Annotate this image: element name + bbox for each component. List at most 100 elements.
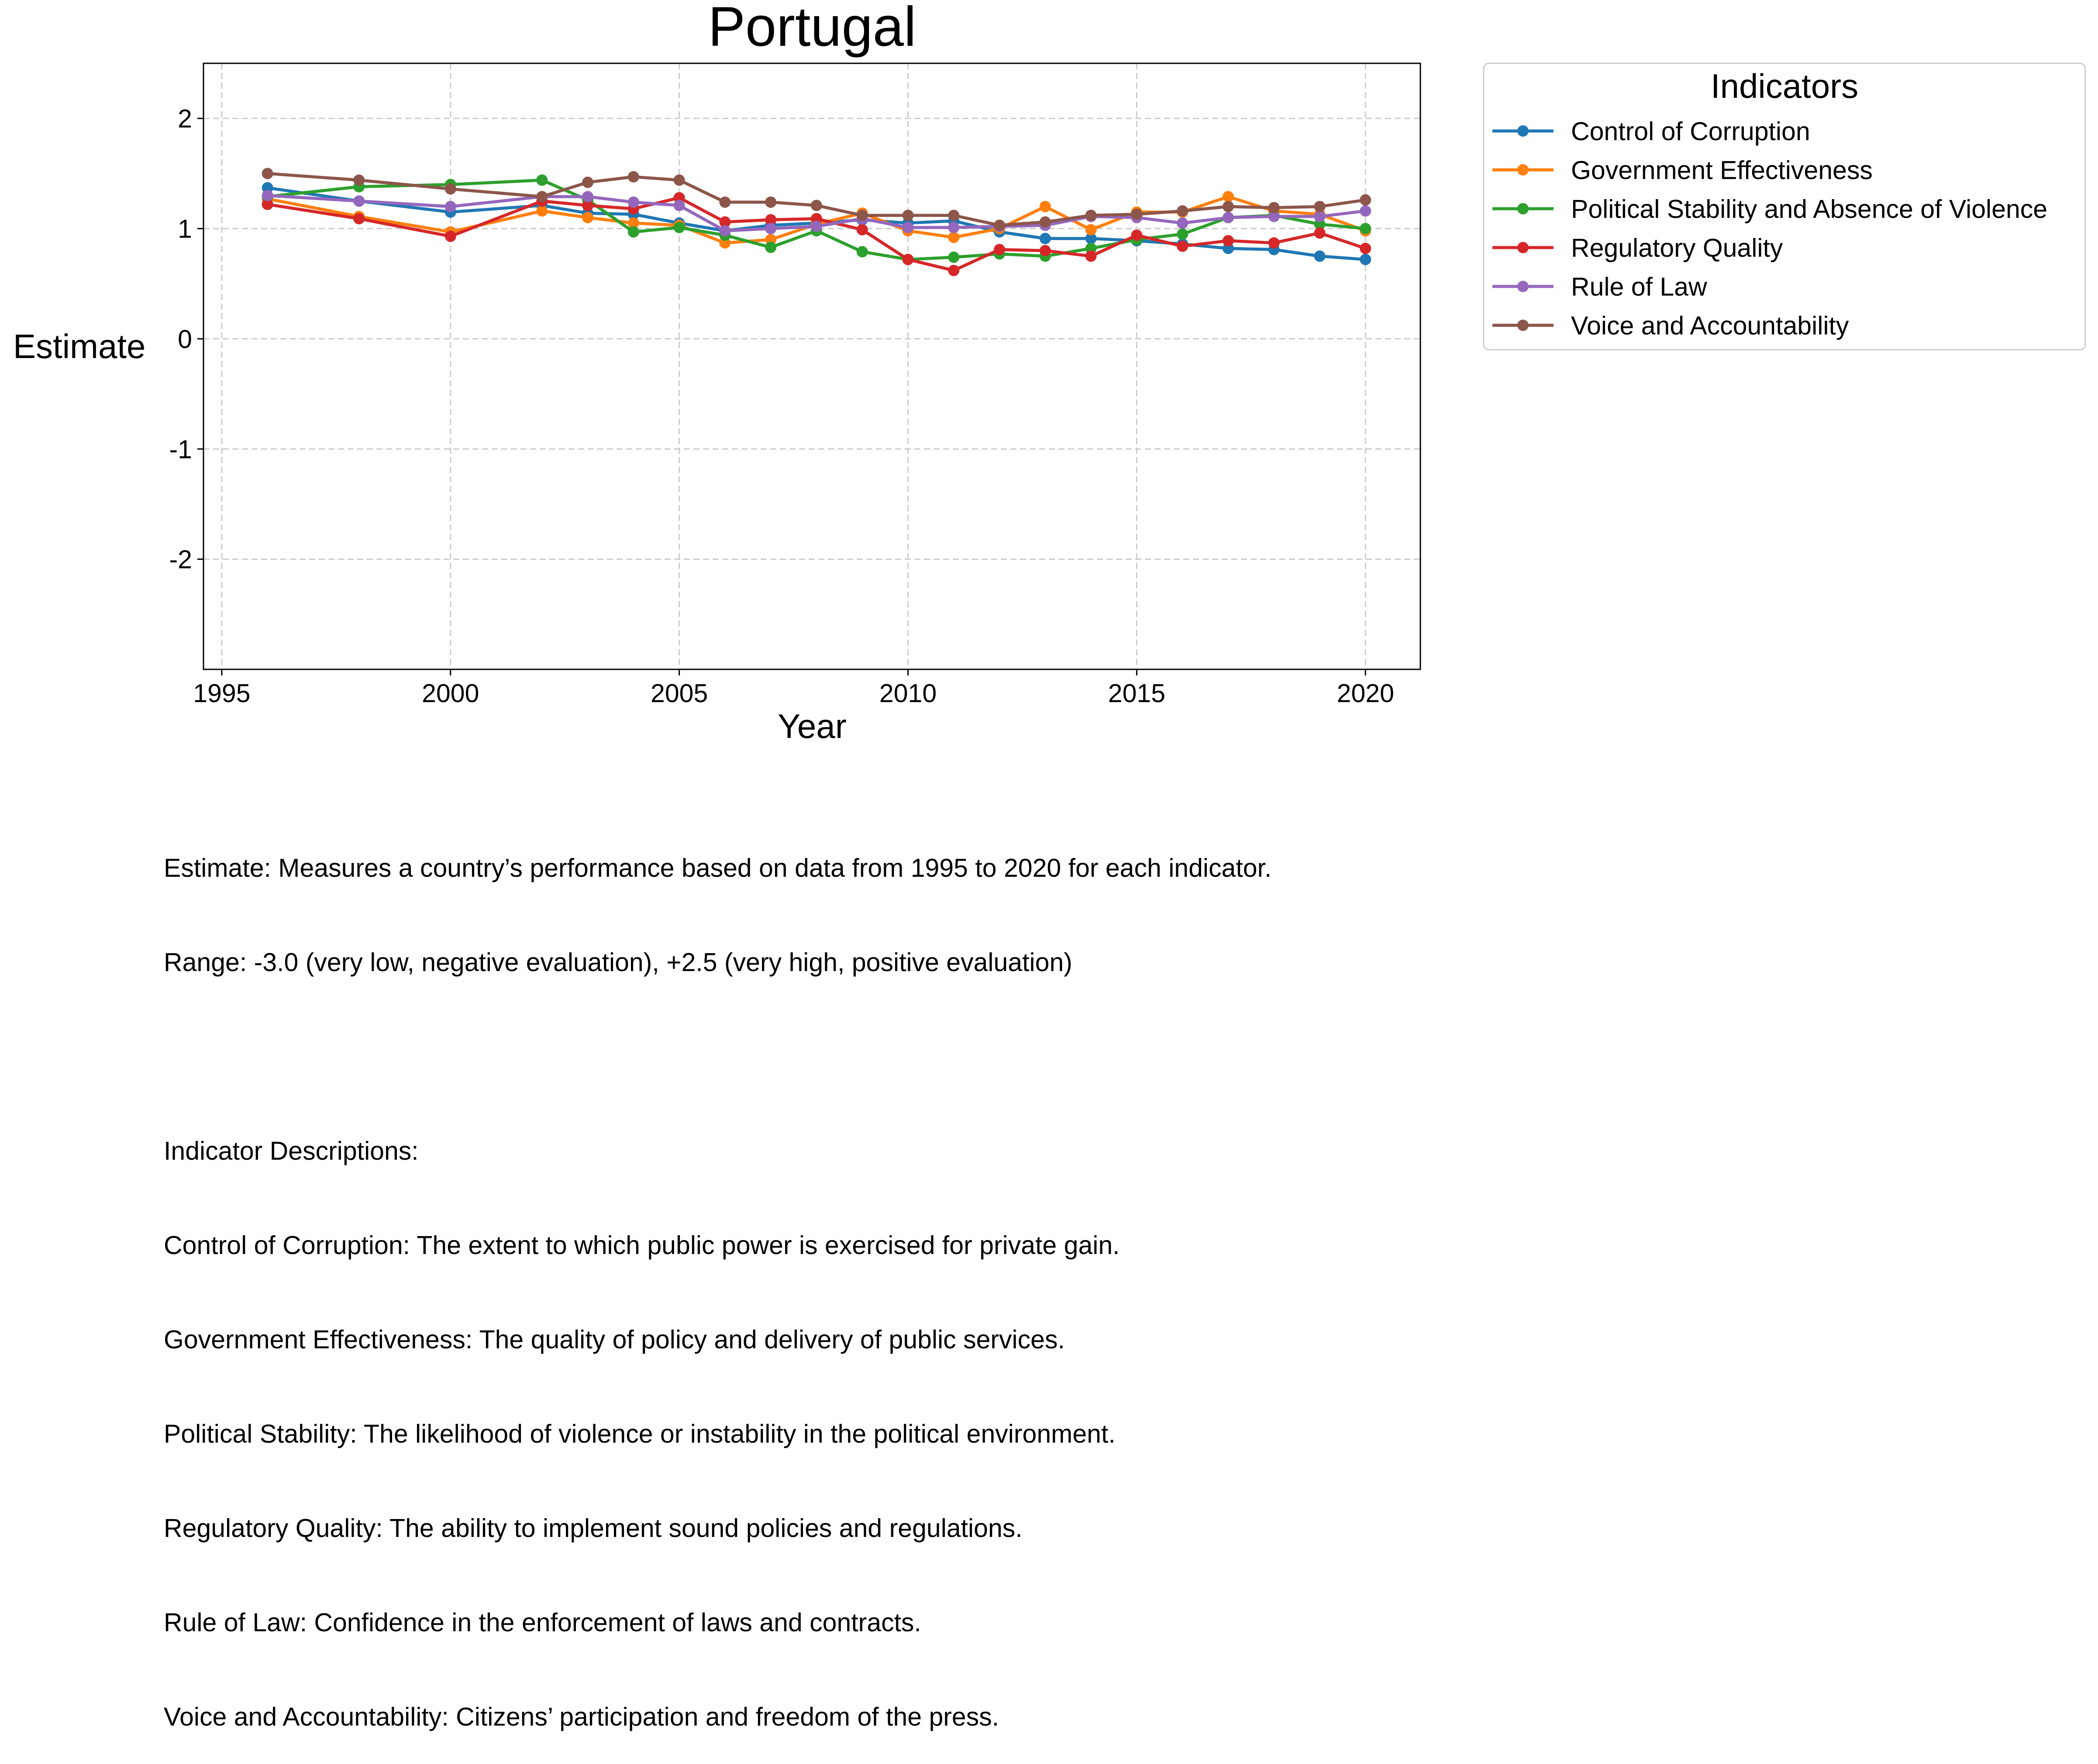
data-point <box>1177 240 1189 252</box>
y-tick-label: 1 <box>178 215 192 244</box>
ticks: 1995 2000 2005 2010 2015 2020 2 1 0 -1 -2 <box>169 104 1394 708</box>
legend-box <box>1483 62 2086 351</box>
data-point <box>1039 233 1051 245</box>
y-tick-label: 0 <box>178 325 192 354</box>
x-tick-label: 2020 <box>1337 679 1394 708</box>
y-tick-label: -2 <box>169 545 192 574</box>
data-point <box>856 210 868 221</box>
note-line: Indicator Descriptions: <box>164 1137 419 1165</box>
data-point <box>353 195 365 207</box>
series-line <box>267 196 1366 272</box>
data-point <box>902 210 914 221</box>
x-tick-label: 2015 <box>1108 679 1165 708</box>
note-line: Government Effectiveness: The quality of… <box>164 1325 1065 1354</box>
data-point <box>719 225 731 237</box>
x-tick-label: 2005 <box>651 679 708 708</box>
note-line: Control of Corruption: The extent to whi… <box>164 1231 1120 1260</box>
notes: Estimate: Measures a country’s performan… <box>164 789 1271 1764</box>
data-point <box>856 224 868 236</box>
data-point <box>1085 224 1097 236</box>
data-point <box>765 196 777 208</box>
data-point <box>673 174 685 186</box>
data-point <box>1177 217 1189 229</box>
data-point <box>948 222 960 234</box>
data-point <box>1268 210 1280 222</box>
legend-marker <box>1517 320 1529 331</box>
data-point <box>1314 210 1326 222</box>
data-point <box>1314 227 1326 239</box>
note-line <box>164 1041 1271 1072</box>
chart: Portugal 1995 2000 2005 2010 2015 2020 2 1 0 -1 -2… <box>13 0 2086 745</box>
data-point <box>1131 229 1143 241</box>
data-point <box>673 222 685 234</box>
data-point <box>1268 237 1280 249</box>
data-point <box>444 201 456 213</box>
data-point <box>1222 201 1234 213</box>
y-tick-label: -1 <box>169 435 192 464</box>
legend-marker <box>1517 203 1529 214</box>
data-point <box>765 223 777 234</box>
data-point <box>1360 205 1371 217</box>
data-point <box>1085 210 1097 221</box>
x-axis-label: Year <box>778 707 847 745</box>
data-point <box>948 210 960 221</box>
x-tick-label: 1995 <box>193 679 250 708</box>
data-point <box>1085 233 1097 245</box>
data-point <box>1268 202 1280 214</box>
data-point <box>765 214 777 226</box>
data-point <box>1177 205 1189 217</box>
data-point <box>627 196 639 208</box>
data-point <box>444 183 456 195</box>
data-point <box>536 205 548 217</box>
series-lines <box>262 168 1371 276</box>
series-line <box>267 194 1366 233</box>
plot-area: 1995 2000 2005 2010 2015 2020 2 1 0 -1 -2 <box>169 62 1421 708</box>
series-line <box>267 172 1366 227</box>
y-tick-label: 2 <box>178 104 192 133</box>
data-point <box>719 196 731 208</box>
legend-label: Rule of Law <box>1571 272 1707 301</box>
legend-label: Political Stability and Absence of Viole… <box>1571 195 2047 224</box>
note-line: Estimate: Measures a country’s performan… <box>164 854 1272 882</box>
data-point <box>902 222 914 234</box>
data-point <box>1360 242 1371 254</box>
data-point <box>902 254 914 265</box>
note-line: Regulatory Quality: The ability to imple… <box>164 1514 1023 1543</box>
note-line: Political Stability: The likelihood of v… <box>164 1419 1116 1448</box>
data-point <box>1039 201 1051 213</box>
data-point <box>810 200 822 211</box>
legend-title: Indicators <box>1711 67 1858 105</box>
x-tick-label: 2010 <box>879 679 937 708</box>
data-point <box>810 220 822 232</box>
data-point <box>627 217 639 229</box>
legend-label: Control of Corruption <box>1571 117 1810 146</box>
y-axis-label: Estimate <box>13 327 145 365</box>
data-point <box>262 199 273 210</box>
plot-frame <box>203 62 1421 670</box>
data-point <box>1360 223 1371 234</box>
data-point <box>536 191 548 203</box>
data-point <box>948 231 960 243</box>
data-point <box>1085 250 1097 262</box>
data-point <box>856 246 868 258</box>
data-point <box>1039 216 1051 228</box>
data-point <box>582 212 594 224</box>
data-point <box>994 244 1006 255</box>
note-line: Range: -3.0 (very low, negative evaluati… <box>164 948 1072 977</box>
data-point <box>1360 194 1371 206</box>
data-point <box>536 174 548 186</box>
data-point <box>948 252 960 263</box>
legend-marker <box>1517 125 1529 137</box>
note-line: Voice and Accountability: Citizens’ part… <box>164 1702 999 1731</box>
data-point <box>948 265 960 276</box>
legend-label: Voice and Accountability <box>1571 311 1849 340</box>
data-point <box>673 200 685 211</box>
legend-label: Regulatory Quality <box>1571 234 1783 262</box>
data-point <box>582 200 594 211</box>
legend-marker <box>1517 242 1529 253</box>
data-point <box>1222 212 1234 224</box>
data-point <box>627 226 639 238</box>
data-point <box>1131 208 1143 220</box>
legend: Indicators Control of Corruption Governme… <box>1483 62 2086 351</box>
data-point <box>262 168 273 179</box>
